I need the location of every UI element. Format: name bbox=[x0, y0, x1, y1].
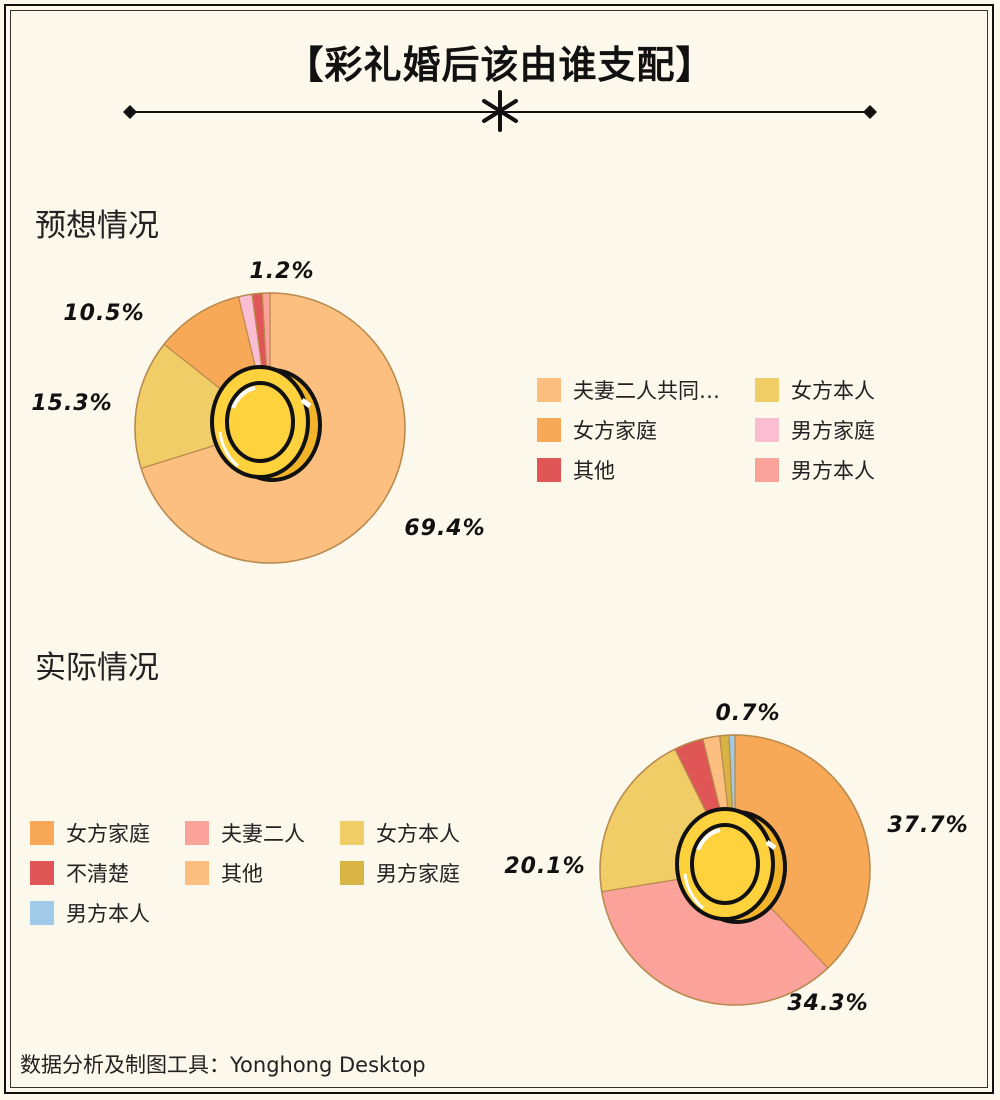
legend-item: 女方本人 bbox=[755, 375, 875, 405]
coin-icon bbox=[210, 365, 322, 482]
slice-value-label: 69.4% bbox=[404, 516, 485, 541]
legend-item: 男方本人 bbox=[755, 455, 875, 485]
pie-outline bbox=[599, 734, 871, 1006]
slice-value-label: 10.5% bbox=[63, 301, 144, 326]
slice-value-label: 1.2% bbox=[249, 259, 314, 284]
legend-label: 男方本人 bbox=[791, 459, 875, 483]
legend-label: 夫妻二人共同… bbox=[573, 379, 720, 403]
legend-swatch bbox=[30, 821, 54, 845]
pie-chart-expected: 69.4% 15.3% 10.5% 1.2% bbox=[31, 259, 485, 564]
legend-label: 夫妻二人 bbox=[221, 822, 305, 846]
legend-swatch bbox=[185, 821, 209, 845]
inner-frame bbox=[10, 10, 988, 1088]
slice-value-label: 37.7% bbox=[887, 813, 968, 838]
pie-chart-actual: 37.7% 34.3% 20.1% 0.7% bbox=[504, 701, 968, 1016]
page-title: 【彩礼婚后该由谁支配】 bbox=[285, 43, 715, 87]
legend-label: 其他 bbox=[221, 862, 263, 886]
legend-label: 男方家庭 bbox=[791, 419, 875, 443]
legend-swatch bbox=[340, 821, 364, 845]
pie-outline bbox=[134, 292, 406, 564]
legend-swatch bbox=[537, 378, 561, 402]
legend-swatch bbox=[30, 861, 54, 885]
legend-label: 不清楚 bbox=[66, 862, 129, 886]
legend-swatch bbox=[537, 458, 561, 482]
legend-swatch bbox=[30, 901, 54, 925]
slice-value-label: 0.7% bbox=[715, 701, 780, 726]
legend-swatch bbox=[340, 861, 364, 885]
legend-swatch bbox=[755, 378, 779, 402]
legend-label: 男方家庭 bbox=[376, 862, 460, 886]
legend-swatch bbox=[185, 861, 209, 885]
legend-item: 夫妻二人 bbox=[185, 818, 305, 848]
slice-value-label: 20.1% bbox=[504, 854, 585, 879]
legend-item: 其他 bbox=[537, 455, 615, 485]
legend-item: 其他 bbox=[185, 858, 263, 888]
legend-swatch bbox=[755, 418, 779, 442]
coin-icon bbox=[675, 807, 787, 924]
footer-credit: 数据分析及制图工具：Yonghong Desktop bbox=[20, 1053, 426, 1077]
asterisk-icon bbox=[482, 90, 518, 132]
legend-item: 男方家庭 bbox=[340, 858, 460, 888]
legend-swatch bbox=[755, 458, 779, 482]
outer-frame bbox=[4, 4, 994, 1094]
title-divider bbox=[123, 90, 877, 132]
legend-label: 女方本人 bbox=[376, 822, 460, 846]
legend-item: 夫妻二人共同… bbox=[537, 375, 720, 405]
section-title-actual: 实际情况 bbox=[35, 650, 159, 686]
legend-label: 女方家庭 bbox=[573, 419, 657, 443]
legend-item: 男方家庭 bbox=[755, 415, 875, 445]
legend-item: 男方本人 bbox=[30, 898, 150, 928]
section-title-expected: 预想情况 bbox=[35, 208, 159, 244]
legend-item: 女方家庭 bbox=[537, 415, 657, 445]
legend-item: 女方本人 bbox=[340, 818, 460, 848]
legend-swatch bbox=[537, 418, 561, 442]
legend-label: 其他 bbox=[573, 459, 615, 483]
slice-value-label: 34.3% bbox=[787, 991, 868, 1016]
slice-value-label: 15.3% bbox=[31, 391, 112, 416]
legend-label: 男方本人 bbox=[66, 902, 150, 926]
legend-label: 女方本人 bbox=[791, 379, 875, 403]
legend-item: 女方家庭 bbox=[30, 818, 150, 848]
legend-item: 不清楚 bbox=[30, 858, 129, 888]
legend-label: 女方家庭 bbox=[66, 822, 150, 846]
